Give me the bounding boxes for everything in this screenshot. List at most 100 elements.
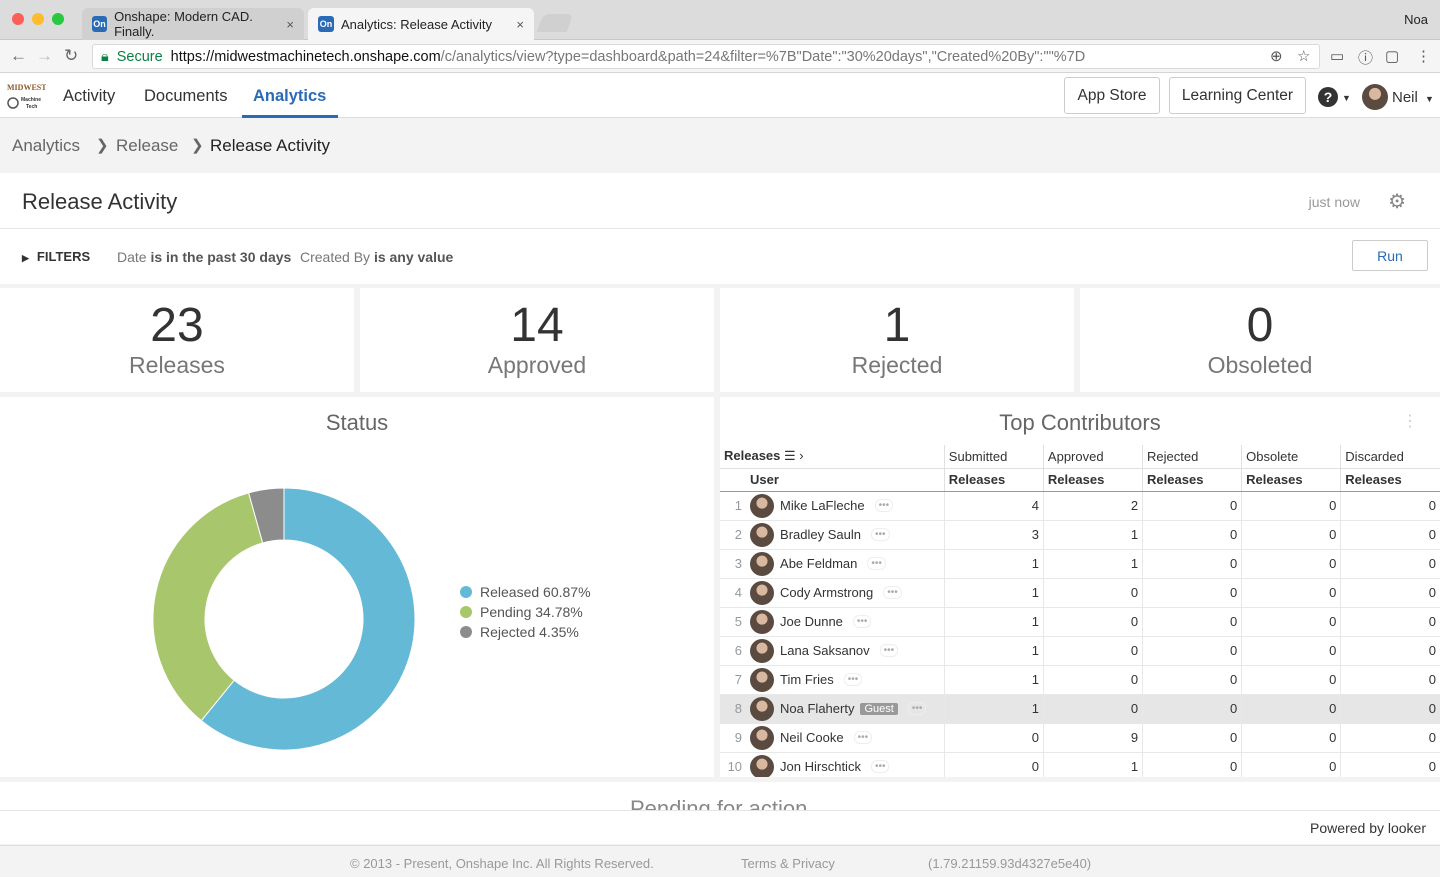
terms-link[interactable]: Terms & Privacy xyxy=(741,856,835,871)
col-group-submitted[interactable]: Submitted xyxy=(943,445,1044,469)
learning-center-button[interactable]: Learning Center xyxy=(1169,77,1306,114)
user-name[interactable]: Abe Feldman xyxy=(780,556,858,571)
user-cell[interactable]: Mike LaFleche ••• xyxy=(746,491,945,521)
user-name[interactable]: Neil Cooke xyxy=(780,730,844,745)
close-tab-icon[interactable]: × xyxy=(516,16,524,32)
table-row[interactable]: 3 Abe Feldman ••• 1 1 0 0 0 xyxy=(720,549,1440,579)
new-tab-button[interactable] xyxy=(536,14,574,32)
more-options-icon[interactable]: ••• xyxy=(852,615,872,628)
forward-arrow-icon[interactable]: → xyxy=(36,46,53,65)
sort-lines-icon[interactable]: ☰ xyxy=(784,448,796,464)
close-window-button[interactable] xyxy=(12,13,24,25)
table-row[interactable]: 10 Jon Hirschtick ••• 0 1 0 0 0 xyxy=(720,752,1440,777)
more-options-icon[interactable]: ••• xyxy=(843,673,863,686)
user-cell[interactable]: Cody Armstrong ••• xyxy=(746,578,945,608)
maximize-window-button[interactable] xyxy=(52,13,64,25)
more-options-icon[interactable]: ••• xyxy=(867,557,886,570)
user-cell[interactable]: Noa Flaherty Guest ••• xyxy=(746,694,945,724)
user-name[interactable]: Neil xyxy=(1392,89,1418,106)
col-submitted-releases[interactable]: Releases xyxy=(943,468,1044,492)
col-group-obsolete[interactable]: Obsolete xyxy=(1241,445,1341,469)
col-group-discarded[interactable]: Discarded xyxy=(1340,445,1440,469)
donut-slice-released[interactable] xyxy=(200,487,416,751)
user-name[interactable]: Joe Dunne xyxy=(780,614,843,629)
browser-profile-name[interactable]: Noa xyxy=(1404,12,1428,27)
help-dropdown-icon[interactable]: ▼ xyxy=(1342,93,1351,103)
user-cell[interactable]: Jon Hirschtick ••• xyxy=(746,752,945,777)
user-name[interactable]: Bradley Sauln xyxy=(780,527,861,542)
col-group-rejected[interactable]: Rejected xyxy=(1142,445,1242,469)
fullscreen-icon[interactable]: ▢ xyxy=(1385,48,1400,65)
user-cell[interactable]: Neil Cooke ••• xyxy=(746,723,945,753)
user-cell[interactable]: Bradley Sauln ••• xyxy=(746,520,945,550)
col-user[interactable]: User xyxy=(746,468,945,492)
user-avatar[interactable] xyxy=(1362,84,1388,110)
breadcrumb-release[interactable]: Release xyxy=(116,136,179,155)
pivot-header[interactable]: Releases ☰ › xyxy=(720,445,945,469)
user-name[interactable]: Cody Armstrong xyxy=(780,585,874,600)
table-row[interactable]: 2 Bradley Sauln ••• 3 1 0 0 0 xyxy=(720,520,1440,550)
table-row[interactable]: 4 Cody Armstrong ••• 1 0 0 0 0 xyxy=(720,578,1440,608)
bookmark-star-icon[interactable]: ☆ xyxy=(1297,48,1311,65)
user-name[interactable]: Jon Hirschtick xyxy=(780,759,861,774)
more-options-icon[interactable]: ••• xyxy=(907,702,927,715)
gear-icon[interactable]: ⚙ xyxy=(1388,191,1406,213)
nav-activity[interactable]: Activity xyxy=(63,87,116,105)
user-dropdown-icon[interactable]: ▼ xyxy=(1425,94,1434,104)
legend-item-rejected[interactable]: Rejected 4.35% xyxy=(460,622,591,642)
donut-slice-rejected[interactable] xyxy=(248,487,285,544)
legend-item-pending[interactable]: Pending 34.78% xyxy=(460,602,591,622)
more-options-icon[interactable]: ••• xyxy=(870,528,890,541)
close-tab-icon[interactable]: × xyxy=(286,16,294,32)
table-row[interactable]: 6 Lana Saksanov ••• 1 0 0 0 0 xyxy=(720,636,1440,666)
user-name[interactable]: Mike LaFleche xyxy=(780,498,865,513)
minimize-window-button[interactable] xyxy=(32,13,44,25)
more-options-icon[interactable]: ••• xyxy=(883,586,902,599)
col-rejected-releases[interactable]: Releases xyxy=(1142,468,1242,492)
user-name[interactable]: Lana Saksanov xyxy=(780,643,870,658)
menu-dots-icon[interactable]: ⋮ xyxy=(1416,48,1431,65)
donut-slice-pending[interactable] xyxy=(152,492,264,722)
more-options-icon[interactable]: ••• xyxy=(853,731,873,744)
user-name[interactable]: Tim Fries xyxy=(780,672,834,687)
col-approved-releases[interactable]: Releases xyxy=(1042,468,1143,492)
address-bar[interactable]: 🔒︎ Secure https://midwestmachinetech.ons… xyxy=(92,44,1320,69)
table-row[interactable]: 1 Mike LaFleche ••• 4 2 0 0 0 xyxy=(720,491,1440,521)
extension-icon[interactable]: ⓘ xyxy=(1358,50,1374,67)
filter-date[interactable]: Date is in the past 30 days xyxy=(117,249,291,265)
table-row[interactable]: 9 Neil Cooke ••• 0 9 0 0 0 xyxy=(720,723,1440,753)
more-options-icon[interactable]: ••• xyxy=(879,644,899,657)
back-arrow-icon[interactable]: ← xyxy=(10,46,27,65)
company-logo[interactable]: MIDWEST Machine Tech xyxy=(6,81,47,111)
powered-by-looker[interactable]: Powered by looker xyxy=(1310,820,1426,836)
nav-documents[interactable]: Documents xyxy=(144,87,228,105)
more-options-icon[interactable]: ••• xyxy=(874,499,894,512)
col-group-approved[interactable]: Approved xyxy=(1042,445,1143,469)
user-cell[interactable]: Lana Saksanov ••• xyxy=(746,636,945,666)
filters-toggle[interactable]: ▶ FILTERS xyxy=(22,249,90,264)
col-discarded-releases[interactable]: Releases xyxy=(1340,468,1440,492)
legend-item-released[interactable]: Released 60.87% xyxy=(460,582,591,602)
reload-icon[interactable]: ↻ xyxy=(64,46,79,65)
user-cell[interactable]: Tim Fries ••• xyxy=(746,665,945,695)
table-row[interactable]: 5 Joe Dunne ••• 1 0 0 0 0 xyxy=(720,607,1440,637)
table-row[interactable]: 8 Noa Flaherty Guest ••• 1 0 0 0 0 xyxy=(720,694,1440,724)
help-icon[interactable]: ? xyxy=(1318,87,1338,107)
user-name[interactable]: Noa Flaherty xyxy=(780,701,855,716)
app-store-button[interactable]: App Store xyxy=(1064,77,1160,114)
browser-tab-analytics[interactable]: On Analytics: Release Activity × xyxy=(308,8,534,40)
zoom-icon[interactable]: ⊕ xyxy=(1270,48,1283,65)
user-cell[interactable]: Joe Dunne ••• xyxy=(746,607,945,637)
chevron-right-icon[interactable]: › xyxy=(799,448,804,464)
filter-created-by[interactable]: Created By is any value xyxy=(300,249,453,265)
user-cell[interactable]: Abe Feldman ••• xyxy=(746,549,945,579)
run-button[interactable]: Run xyxy=(1352,240,1428,271)
more-options-icon[interactable]: ••• xyxy=(870,760,890,773)
nav-analytics[interactable]: Analytics xyxy=(253,87,327,105)
col-obsolete-releases[interactable]: Releases xyxy=(1241,468,1341,492)
cast-icon[interactable]: ▭ xyxy=(1330,48,1345,65)
panel-menu-icon[interactable]: ⋮ xyxy=(1402,413,1418,430)
breadcrumb-analytics[interactable]: Analytics xyxy=(12,136,81,155)
browser-tab-onshape[interactable]: On Onshape: Modern CAD. Finally. × xyxy=(82,8,304,40)
table-row[interactable]: 7 Tim Fries ••• 1 0 0 0 0 xyxy=(720,665,1440,695)
